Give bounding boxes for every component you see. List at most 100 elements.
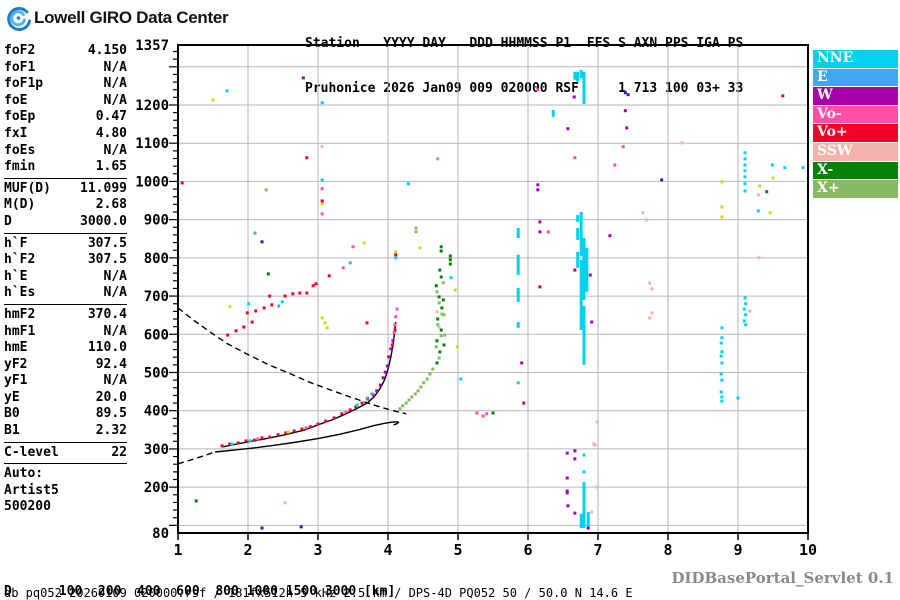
param-row: foF2 4.150 [4,43,127,60]
series-Es-flag [211,98,775,434]
profile-extrapolated-curve [177,451,216,465]
direction-legend: NNE E W Vo- Vo+ SSW X- X+ [813,50,898,199]
param-label: yF1 [4,373,28,389]
param-value: 110.0 [87,340,127,356]
echo-strips [516,69,590,529]
scaled-parameters-panel: foF2 4.150 foF1 N/A foF1p N/A foE N/A foEp 0.47 fx… [4,43,127,516]
legend-item-w: W [813,87,898,105]
muf-table: D 100 200 400 600 800 1000 1500 3000 [km… [4,556,403,600]
param-value: N/A [103,59,127,75]
header-station-values: Pruhonice 2026 Jan09 009 020000 RSF 1 71… [305,81,744,96]
param-row: foF1 N/A [4,60,127,77]
param-value: 0.47 [95,109,127,125]
param-value: 2.32 [95,423,127,439]
param-value: 2.68 [95,197,127,213]
series-NNE [225,89,805,474]
param-divider [4,303,127,305]
legend-item-vominus: Vo- [813,105,898,124]
x-tick-label: 3 [313,541,322,559]
x-tick-label: 2 [243,541,252,559]
param-value: 370.4 [87,306,127,322]
y-tick-label: 800 [144,251,169,267]
param-value: N/A [103,323,127,339]
param-row: foE N/A [4,93,127,110]
param-label: foF1p [4,76,44,92]
param-label: M(D) [4,197,36,213]
param-label: 500200 [4,499,51,515]
param-label: foF1 [4,59,36,75]
y-tick-label: 400 [144,404,169,420]
legend-item-voplus: Vo+ [813,124,898,142]
y-tick-label: 1357 [135,38,169,54]
param-label: h`E [4,268,28,284]
param-value: 11.099 [80,180,127,196]
measurement-status-line: db pq052 20260109 020000.rsf / 181fx512h… [4,586,633,600]
param-label: foEp [4,109,36,125]
param-row: foEp 0.47 [4,109,127,126]
series-E-dark [260,91,664,530]
series-E [253,231,374,400]
param-row: hmE 110.0 [4,340,127,357]
x-tick-label: 8 [663,541,672,559]
param-value: 89.5 [95,406,127,422]
param-row: foEs N/A [4,143,127,160]
transmission-curve-curve [177,307,407,415]
param-value: 307.5 [87,252,127,268]
y-tick-label: 900 [144,213,169,229]
param-row: h`F2 307.5 [4,252,127,269]
param-value: 4.150 [87,43,127,58]
distance-row: D 100 200 400 600 800 1000 1500 3000 [km… [4,584,396,599]
plot-frame [177,44,809,534]
series-X- [194,190,769,503]
param-label: fxI [4,125,28,141]
param-value: 20.0 [95,389,127,405]
ionogram-header: Station YYYY DAY DDD HHMMSS P1 FFS S AXN… [305,6,743,126]
param-label: Artist5 [4,482,59,498]
legend-item-ssw: SSW [813,142,898,161]
param-row: yF2 92.4 [4,357,127,374]
param-row: C-level 22 [4,445,127,462]
header-column-titles: Station YYYY DAY DDD HHMMSS P1 FFS S AXN… [305,36,744,51]
x-tick-label: 4 [383,541,392,559]
y-tick-label: 1200 [135,98,169,114]
param-row: 500200 [4,499,127,516]
param-row: h`E N/A [4,269,127,286]
param-label: hmF1 [4,323,36,339]
param-row: M(D) 2.68 [4,197,127,214]
param-row: hmF2 370.4 [4,307,127,324]
param-divider [4,177,127,179]
param-row: yE 20.0 [4,390,127,407]
y-tick-label: 300 [144,442,169,458]
giro-wave-icon [7,7,31,31]
param-row: MUF(D) 11.099 [4,181,127,198]
param-value: N/A [103,268,127,284]
y-tick-label: 500 [144,365,169,381]
y-tick-label: 1100 [135,136,169,152]
servlet-version-label: DIDBasePortal_Servlet 0.1 [671,569,894,587]
logo-text: Lowell GIRO Data Center [34,8,229,27]
series-Vo+ [180,94,785,448]
series-Vo- [256,88,625,441]
param-label: yF2 [4,356,28,372]
param-row: hmF1 N/A [4,324,127,341]
param-value: N/A [103,285,127,301]
y-tick-label: 80 [152,526,169,542]
param-label: foEs [4,142,36,158]
gridlines [178,45,808,533]
param-label: C-level [4,444,59,460]
param-label: MUF(D) [4,180,51,196]
legend-item-nne: NNE [813,50,898,68]
param-label: B1 [4,423,20,439]
series-X+ [264,157,447,411]
param-row: foF1p N/A [4,76,127,93]
param-label: yE [4,389,20,405]
param-row: D 3000.0 [4,214,127,231]
series-W [301,76,629,530]
param-value: 307.5 [87,235,127,251]
param-row: Artist5 [4,483,127,500]
param-label: Auto: [4,466,44,482]
param-row: Auto: [4,466,127,483]
profile-and-trace-curves [177,307,407,465]
param-value: N/A [103,76,127,92]
